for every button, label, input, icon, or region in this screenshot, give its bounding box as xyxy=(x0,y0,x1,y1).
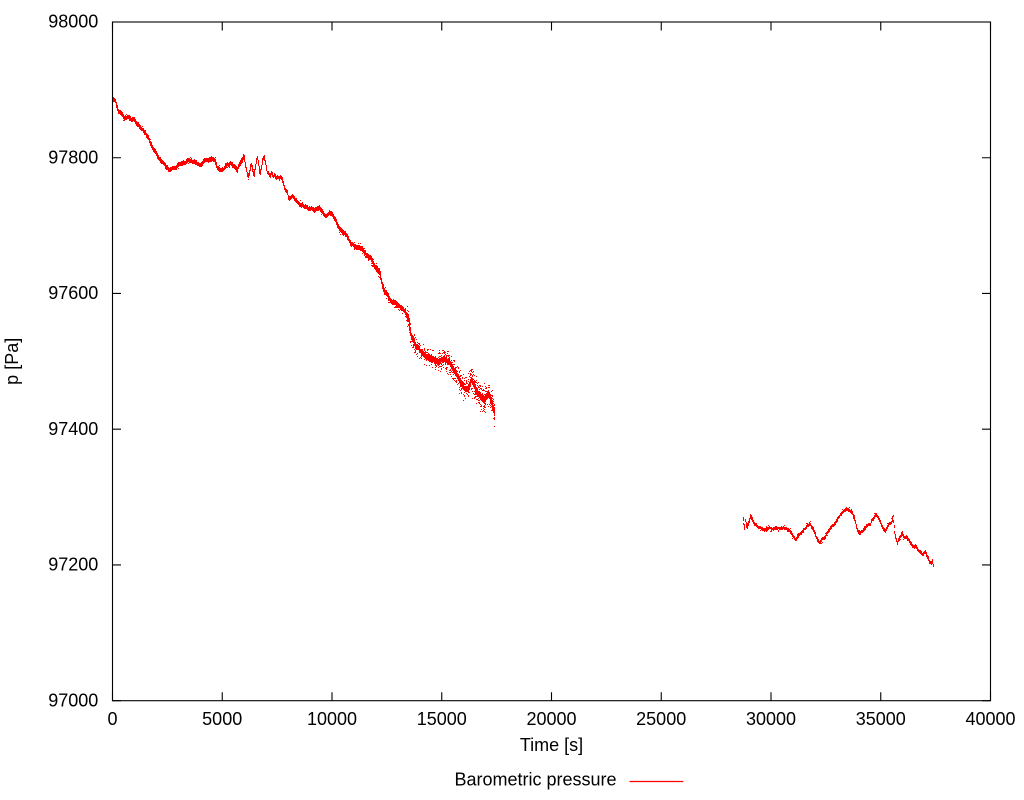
svg-text:97800: 97800 xyxy=(48,147,98,167)
svg-text:15000: 15000 xyxy=(417,709,467,729)
svg-text:97400: 97400 xyxy=(48,419,98,439)
svg-text:5000: 5000 xyxy=(202,709,242,729)
svg-text:98000: 98000 xyxy=(48,12,98,32)
svg-text:25000: 25000 xyxy=(636,709,686,729)
svg-text:20000: 20000 xyxy=(526,709,576,729)
svg-text:0: 0 xyxy=(107,709,117,729)
svg-text:Barometric pressure: Barometric pressure xyxy=(455,770,617,790)
svg-text:30000: 30000 xyxy=(746,709,796,729)
svg-text:97000: 97000 xyxy=(48,690,98,710)
svg-text:p [Pa]: p [Pa] xyxy=(2,338,22,385)
svg-text:Time [s]: Time [s] xyxy=(520,735,583,755)
svg-text:97200: 97200 xyxy=(48,555,98,575)
svg-text:35000: 35000 xyxy=(856,709,906,729)
svg-text:10000: 10000 xyxy=(307,709,357,729)
svg-text:97600: 97600 xyxy=(48,283,98,303)
svg-text:40000: 40000 xyxy=(965,709,1015,729)
